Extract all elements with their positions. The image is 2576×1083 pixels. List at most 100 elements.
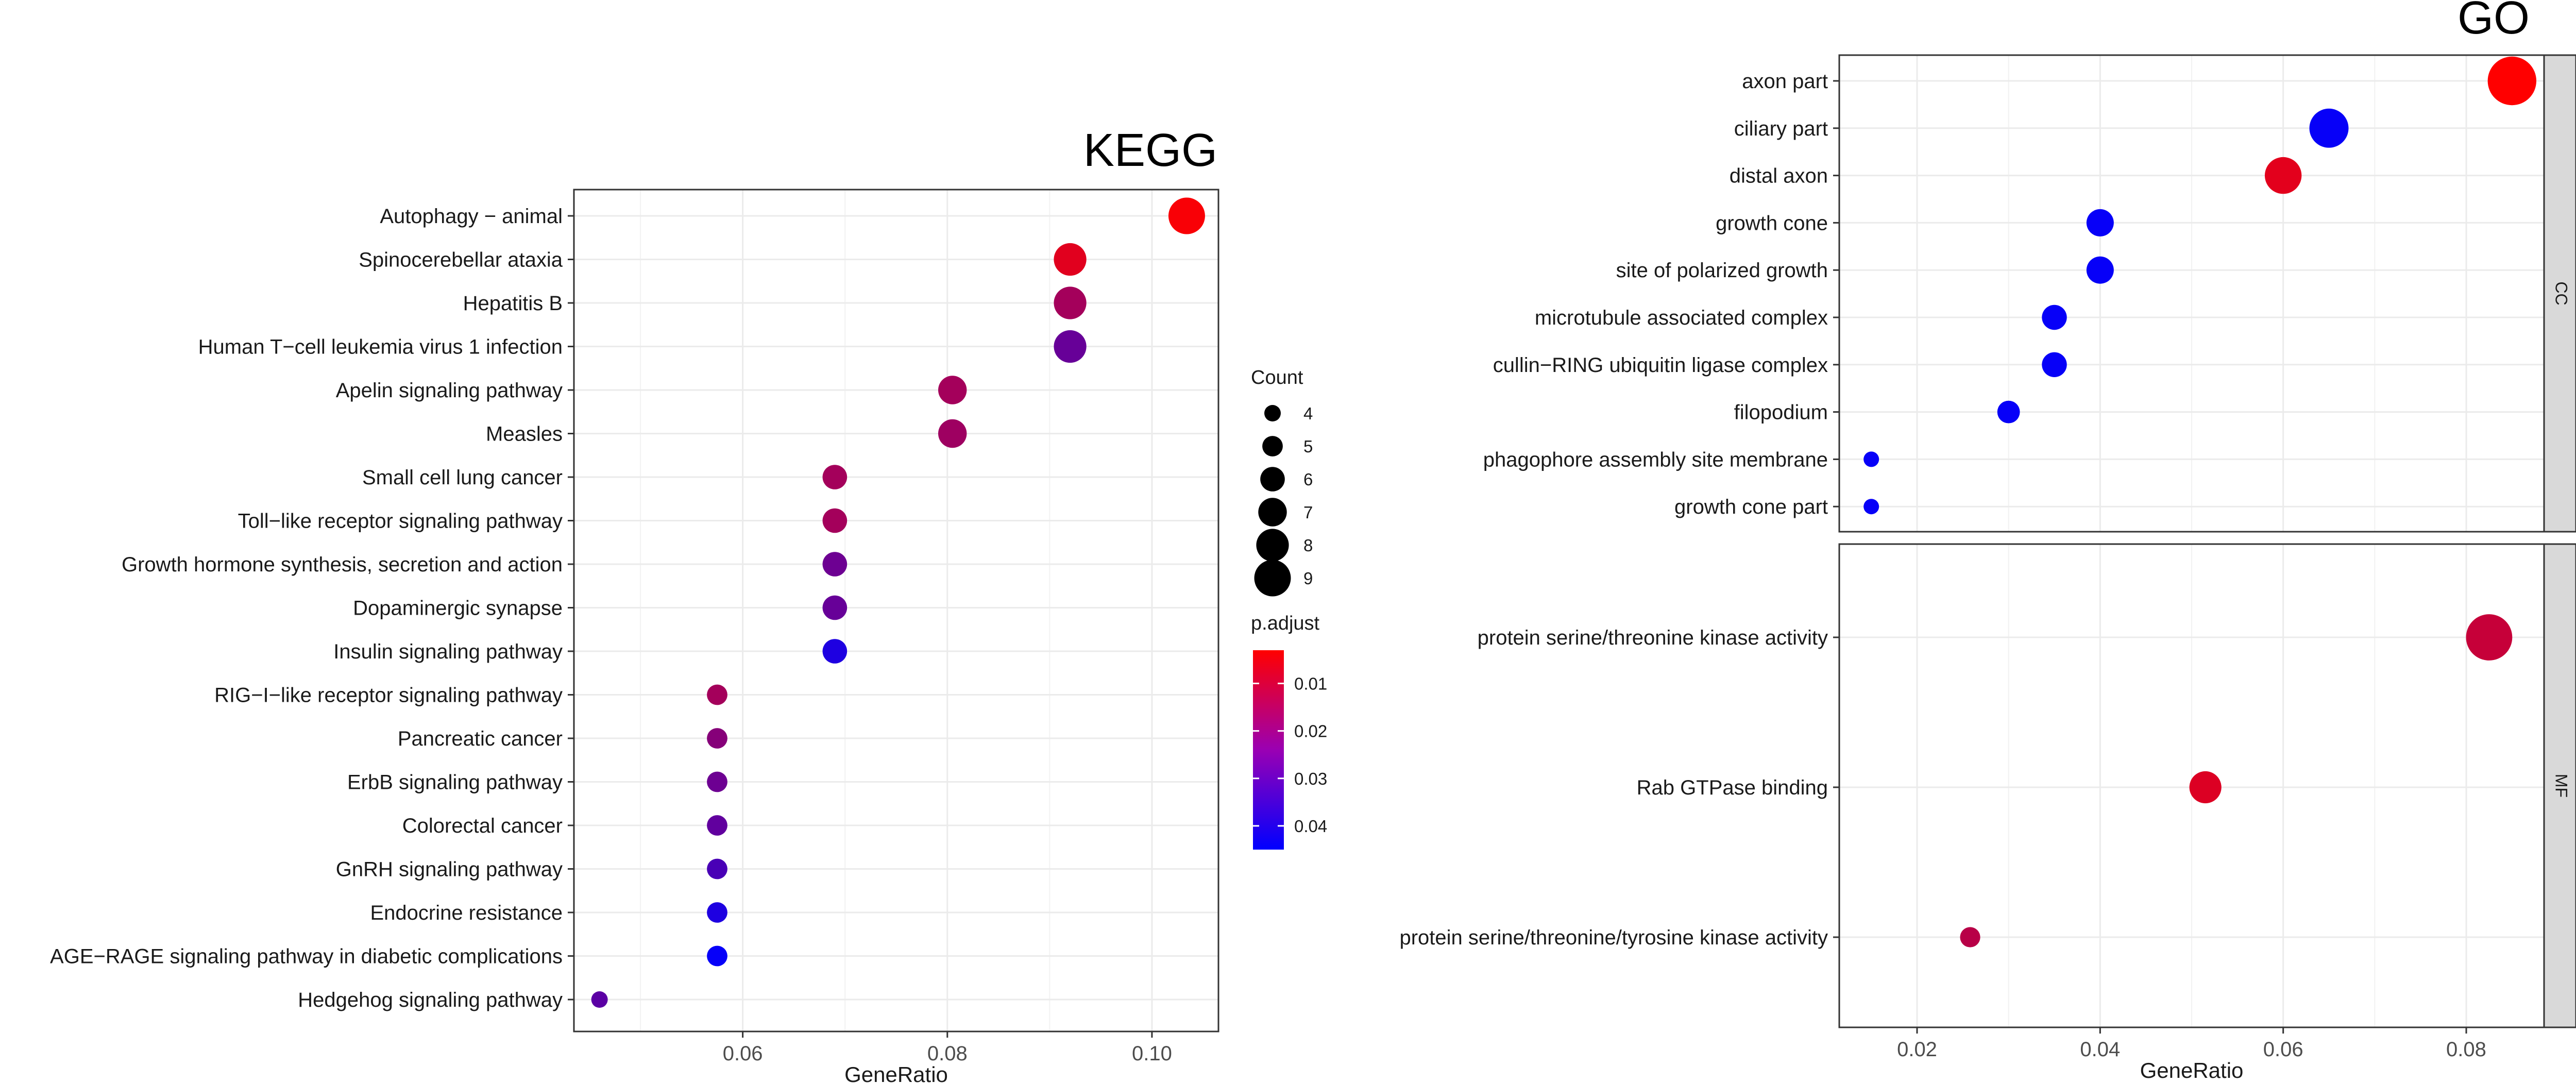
size-legend-key [1254, 560, 1291, 597]
data-point [1863, 499, 1879, 515]
y-tick-label: Apelin signaling pathway [336, 379, 563, 402]
y-tick-label: Human T−cell leukemia virus 1 infection [198, 336, 563, 359]
size-legend-key [1256, 529, 1289, 562]
y-tick-label: GnRH signaling pathway [336, 858, 563, 881]
y-tick-label: distal axon [1730, 165, 1828, 188]
size-legend-key [1258, 498, 1287, 527]
data-point [707, 684, 727, 705]
color-legend-label: 0.03 [1294, 769, 1327, 788]
y-tick-label: Measles [486, 423, 563, 446]
y-tick-label: filopodium [1734, 401, 1828, 424]
y-tick-label: growth cone part [1674, 496, 1828, 518]
size-legend-title: Count [1251, 367, 1303, 388]
y-tick-label: protein serine/threonine/tyrosine kinase… [1399, 926, 1828, 949]
y-tick-label: phagophore assembly site membrane [1483, 448, 1828, 471]
y-tick-label: protein serine/threonine kinase activity [1478, 627, 1828, 649]
data-point [822, 552, 848, 577]
data-point [707, 771, 727, 792]
y-tick-label: Small cell lung cancer [362, 466, 563, 489]
data-point [1054, 330, 1087, 363]
data-point [2042, 352, 2067, 377]
y-tick-label: Spinocerebellar ataxia [359, 249, 563, 272]
data-point [2086, 209, 2114, 236]
data-point [707, 858, 727, 879]
size-legend-label: 8 [1303, 536, 1313, 555]
size-legend-label: 5 [1303, 437, 1313, 456]
kegg-panel: KEGG Autophagy − animal Spinocerebellar at… [50, 125, 1327, 1083]
x-tick-label: 0.02 [1897, 1038, 1937, 1061]
y-tick-label: Growth hormone synthesis, secretion and … [122, 553, 563, 576]
data-point [2466, 614, 2513, 661]
size-legend-label: 6 [1303, 470, 1313, 489]
data-point [1054, 243, 1087, 276]
data-point [1054, 286, 1087, 319]
data-point [591, 991, 608, 1008]
panel-border [573, 189, 1219, 1033]
y-tick-label: cullin−RING ubiquitin ligase complex [1493, 354, 1828, 377]
data-point [1863, 451, 1879, 467]
size-legend-label: 9 [1303, 569, 1313, 588]
y-tick-label: Endocrine resistance [370, 902, 563, 924]
y-tick-label: Autophagy − animal [380, 205, 563, 228]
x-tick-label: 0.10 [1132, 1042, 1172, 1065]
facet-strip [2543, 54, 2576, 533]
x-axis-title: GeneRatio [2140, 1058, 2244, 1082]
data-point [822, 465, 848, 489]
y-tick-label: ciliary part [1734, 117, 1828, 140]
size-legend-label: 4 [1303, 404, 1313, 423]
size-legend-key [1260, 467, 1285, 492]
data-point [707, 728, 727, 749]
facet-strip-label: CC [2552, 281, 2571, 305]
data-point [707, 815, 727, 836]
y-tick-label: microtubule associated complex [1535, 307, 1828, 329]
data-point [1960, 927, 1980, 947]
data-point [2487, 56, 2537, 106]
data-point [707, 902, 727, 923]
color-legend-title: p.adjust [1251, 613, 1320, 634]
facet-strip [2543, 543, 2576, 1028]
data-point [707, 945, 727, 967]
data-point [822, 639, 848, 664]
data-point [1997, 400, 2020, 424]
data-point [2264, 157, 2302, 194]
y-tick-label: AGE−RAGE signaling pathway in diabetic c… [50, 945, 563, 968]
y-tick-label: Rab GTPase binding [1637, 776, 1828, 799]
y-tick-label: Dopaminergic synapse [353, 597, 563, 620]
y-tick-label: growth cone [1716, 212, 1828, 234]
y-tick-label: ErbB signaling pathway [347, 771, 563, 794]
color-legend-label: 0.02 [1294, 722, 1327, 741]
size-legend-key [1262, 436, 1283, 456]
x-tick-label: 0.04 [2080, 1038, 2120, 1061]
color-legend-bar [1253, 650, 1284, 850]
y-tick-label: Hedgehog signaling pathway [298, 989, 563, 1011]
color-legend-label: 0.04 [1294, 817, 1327, 836]
data-point [822, 508, 848, 533]
data-point [938, 376, 967, 404]
y-tick-label: Colorectal cancer [402, 815, 563, 837]
y-tick-label: Hepatitis B [463, 292, 563, 315]
y-tick-label: RIG−I−like receptor signaling pathway [214, 684, 563, 707]
y-tick-label: axon part [1742, 70, 1828, 93]
x-tick-label: 0.08 [2446, 1038, 2486, 1061]
data-point [1168, 197, 1205, 234]
y-tick-label: Pancreatic cancer [398, 727, 563, 750]
x-tick-label: 0.06 [723, 1042, 763, 1065]
x-axis-title: GeneRatio [844, 1062, 948, 1083]
chart-title: KEGG [1083, 125, 1217, 176]
go-panel: GO CC axon part ciliary part distal axon grow… [1399, 0, 2576, 1082]
chart-title: GO [2458, 0, 2530, 44]
data-point [938, 419, 967, 448]
y-tick-label: Toll−like receptor signaling pathway [238, 510, 563, 533]
facet-strip-label: MF [2552, 774, 2571, 798]
x-tick-label: 0.08 [927, 1042, 968, 1065]
y-tick-label: Insulin signaling pathway [333, 640, 563, 663]
data-point [2086, 256, 2114, 284]
x-tick-label: 0.06 [2263, 1038, 2303, 1061]
data-point [2042, 304, 2067, 330]
data-point [822, 595, 848, 620]
y-tick-label: site of polarized growth [1616, 259, 1828, 282]
data-point [2309, 108, 2349, 148]
facet-mf: MF protein serine/threonine kinase activi… [1399, 543, 2576, 1028]
facet-cc: CC axon part ciliary part distal axon growth… [1483, 54, 2576, 533]
